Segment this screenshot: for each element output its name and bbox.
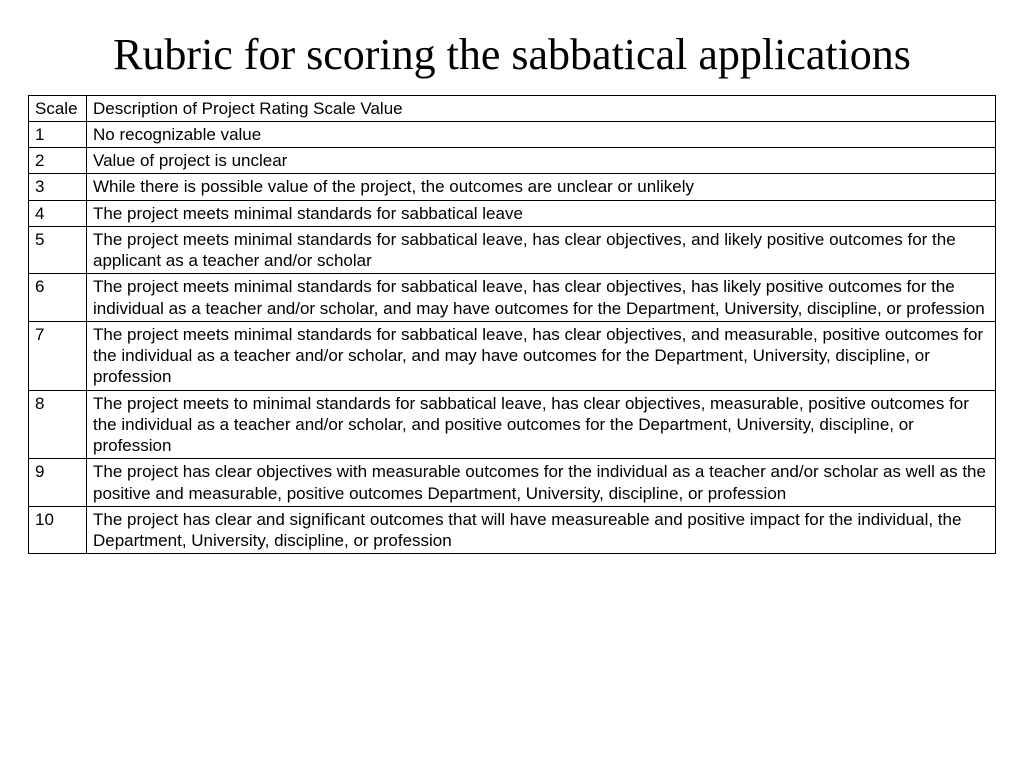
cell-scale: 9 — [29, 459, 87, 507]
col-header-description: Description of Project Rating Scale Valu… — [87, 95, 996, 121]
slide: Rubric for scoring the sabbatical applic… — [0, 0, 1024, 768]
table-row: 4 The project meets minimal standards fo… — [29, 200, 996, 226]
table-row: 5 The project meets minimal standards fo… — [29, 226, 996, 274]
cell-description: The project has clear and significant ou… — [87, 506, 996, 554]
cell-scale: 2 — [29, 148, 87, 174]
table-row: 9 The project has clear objectives with … — [29, 459, 996, 507]
cell-scale: 1 — [29, 121, 87, 147]
cell-description: Value of project is unclear — [87, 148, 996, 174]
cell-scale: 3 — [29, 174, 87, 200]
cell-description: No recognizable value — [87, 121, 996, 147]
table-row: 1 No recognizable value — [29, 121, 996, 147]
page-title: Rubric for scoring the sabbatical applic… — [28, 30, 996, 81]
table-row: 8 The project meets to minimal standards… — [29, 390, 996, 459]
cell-scale: 7 — [29, 321, 87, 390]
cell-description: The project has clear objectives with me… — [87, 459, 996, 507]
cell-scale: 5 — [29, 226, 87, 274]
table-row: 3 While there is possible value of the p… — [29, 174, 996, 200]
rubric-table: Scale Description of Project Rating Scal… — [28, 95, 996, 555]
cell-description: While there is possible value of the pro… — [87, 174, 996, 200]
cell-description: The project meets minimal standards for … — [87, 226, 996, 274]
table-row: 2 Value of project is unclear — [29, 148, 996, 174]
table-header-row: Scale Description of Project Rating Scal… — [29, 95, 996, 121]
cell-scale: 8 — [29, 390, 87, 459]
cell-description: The project meets minimal standards for … — [87, 274, 996, 322]
table-row: 7 The project meets minimal standards fo… — [29, 321, 996, 390]
col-header-scale: Scale — [29, 95, 87, 121]
table-row: 6 The project meets minimal standards fo… — [29, 274, 996, 322]
cell-scale: 4 — [29, 200, 87, 226]
cell-scale: 6 — [29, 274, 87, 322]
table-row: 10 The project has clear and significant… — [29, 506, 996, 554]
cell-scale: 10 — [29, 506, 87, 554]
cell-description: The project meets to minimal standards f… — [87, 390, 996, 459]
cell-description: The project meets minimal standards for … — [87, 321, 996, 390]
cell-description: The project meets minimal standards for … — [87, 200, 996, 226]
